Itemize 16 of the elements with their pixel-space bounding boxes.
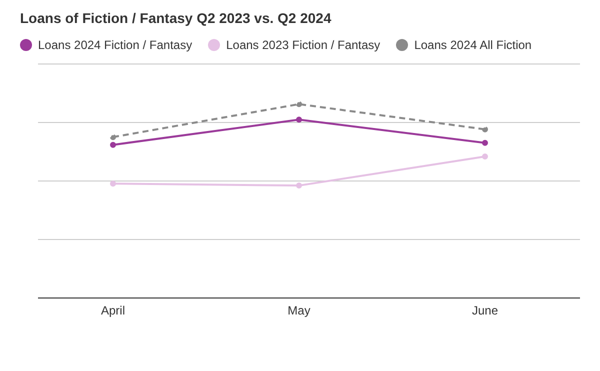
- legend-label: Loans 2024 All Fiction: [413, 38, 532, 52]
- point: [482, 153, 488, 160]
- point: [110, 134, 116, 140]
- x-tick-label: June: [472, 304, 498, 318]
- legend-label: Loans 2023 Fiction / Fantasy: [225, 38, 380, 52]
- x-tick-label: May: [288, 304, 310, 318]
- x-tick-label: April: [100, 304, 126, 318]
- point: [296, 182, 302, 189]
- point: [296, 116, 302, 123]
- point: [482, 126, 488, 132]
- legend-label: Loans 2024 Fiction / Fantasy: [37, 38, 192, 52]
- point: [110, 180, 116, 187]
- point: [482, 140, 488, 146]
- chart-title: Loans of Fiction / Fantasy Q2 2023 vs. Q2 2024: [20, 10, 332, 26]
- point: [296, 101, 302, 108]
- point: [110, 142, 116, 148]
